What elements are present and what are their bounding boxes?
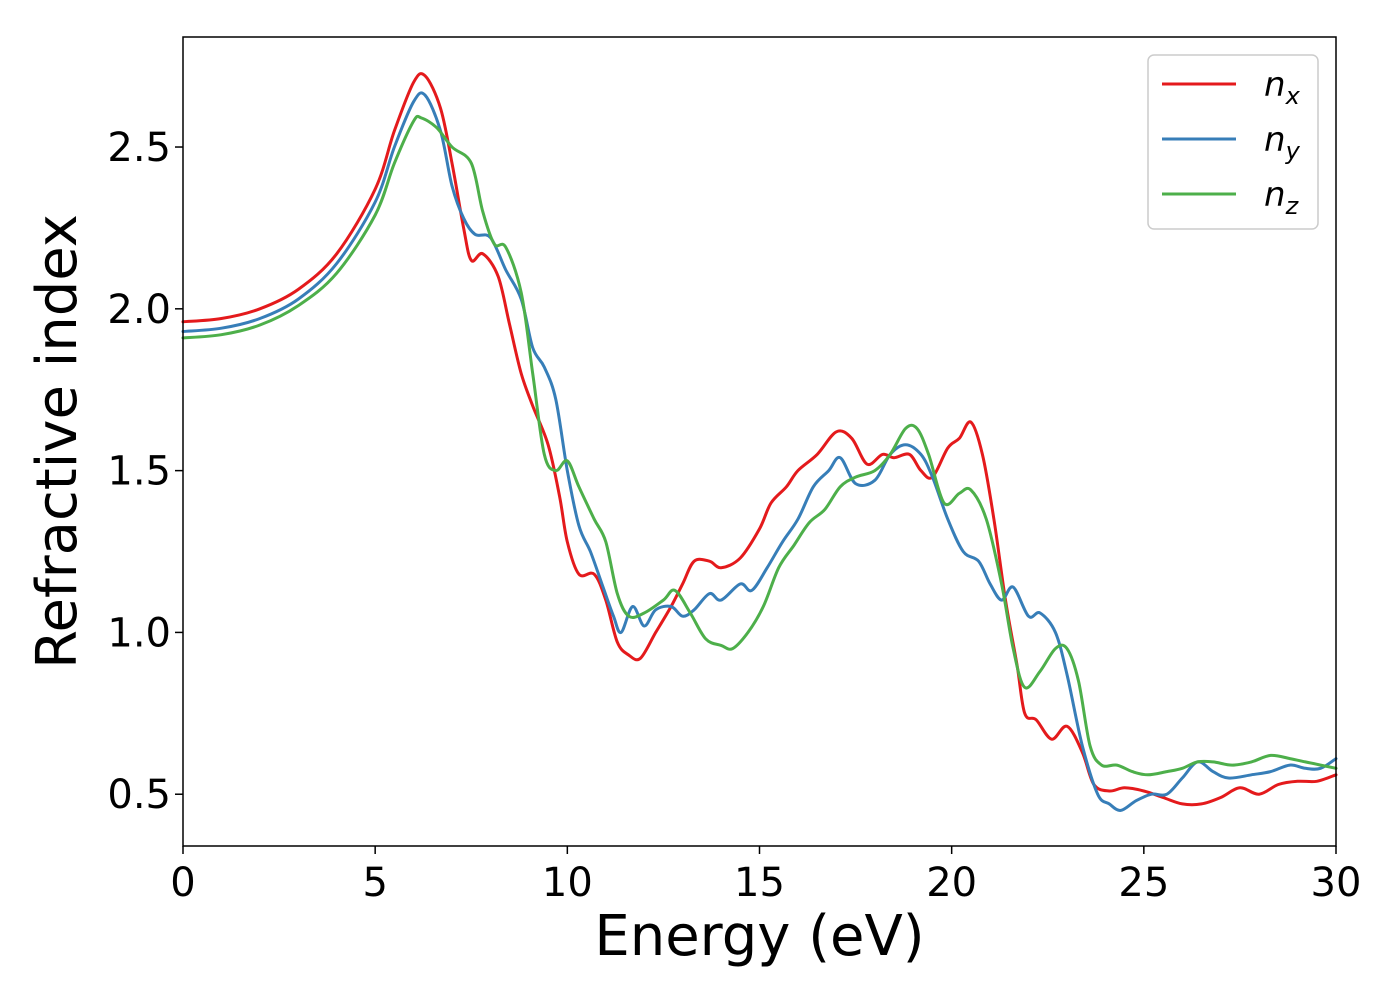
legend-label-nx: nx bbox=[1264, 65, 1301, 110]
x-tick-label: 15 bbox=[734, 860, 785, 906]
series-line-nx bbox=[181, 72, 1338, 807]
y-tick-label: 1.5 bbox=[107, 449, 171, 495]
y-ticks: 0.5 1.0 1.5 2.0 2.5 bbox=[107, 125, 183, 818]
legend: nx ny nz bbox=[1147, 54, 1319, 230]
x-tick-label: 0 bbox=[170, 860, 195, 906]
y-tick-label: 1.0 bbox=[107, 610, 171, 656]
x-axis-label: Energy (eV) bbox=[594, 904, 924, 969]
y-tick-label: 0.5 bbox=[107, 772, 171, 818]
x-tick-label: 10 bbox=[542, 860, 593, 906]
y-axis-label: Refractive index bbox=[25, 214, 90, 669]
x-ticks: 0 5 10 15 20 25 30 bbox=[170, 846, 1361, 906]
plot-lines bbox=[181, 72, 1338, 812]
x-tick-label: 30 bbox=[1311, 860, 1362, 906]
x-tick-label: 20 bbox=[926, 860, 977, 906]
legend-label-ny: ny bbox=[1264, 120, 1301, 165]
legend-box bbox=[1147, 54, 1319, 230]
legend-label-nz: nz bbox=[1264, 175, 1300, 220]
x-tick-label: 25 bbox=[1118, 860, 1169, 906]
x-tick-label: 5 bbox=[362, 860, 387, 906]
y-tick-label: 2.0 bbox=[107, 287, 171, 333]
y-tick-label: 2.5 bbox=[107, 125, 171, 171]
series-line-ny bbox=[181, 91, 1338, 812]
legend-items: nx ny nz bbox=[1162, 65, 1301, 220]
series-line-nz bbox=[181, 114, 1338, 777]
